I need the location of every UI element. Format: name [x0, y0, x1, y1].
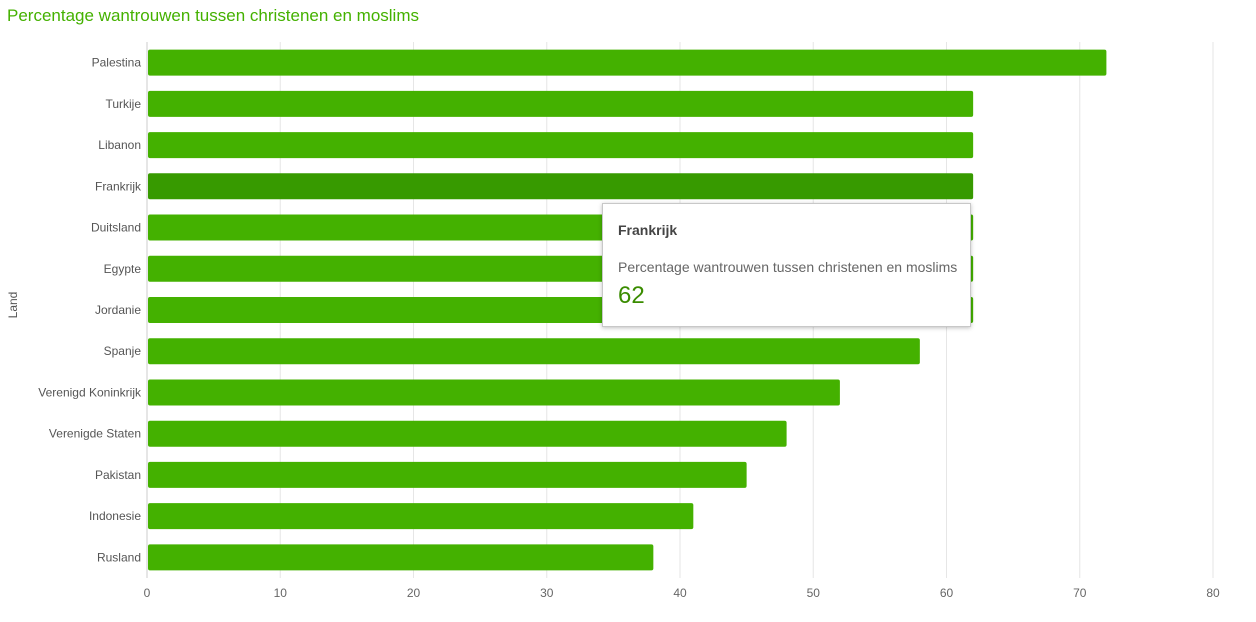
- category-label: Turkije: [105, 97, 141, 111]
- category-label: Verenigd Koninkrijk: [38, 385, 142, 399]
- x-tick-label: 60: [940, 586, 954, 600]
- bar-indonesie[interactable]: [148, 503, 694, 530]
- bar-rusland[interactable]: [148, 544, 654, 571]
- x-tick-labels: 0 10 20 30 40 50 60 70 80: [144, 586, 1220, 600]
- category-label: Rusland: [97, 550, 141, 564]
- x-tick-label: 50: [807, 586, 821, 600]
- category-label: Indonesie: [89, 509, 141, 523]
- tooltip-value: 62: [618, 282, 645, 309]
- category-label: Verenigde Staten: [49, 427, 141, 441]
- category-label: Frankrijk: [95, 179, 142, 193]
- category-labels: Palestina Turkije Libanon Frankrijk Duitslan…: [38, 56, 142, 565]
- category-label: Libanon: [98, 138, 141, 152]
- category-label: Jordanie: [95, 303, 141, 317]
- x-tick-label: 30: [540, 586, 554, 600]
- bar-frankrijk[interactable]: [148, 173, 974, 200]
- bar-verenigde-staten[interactable]: [148, 420, 787, 447]
- bar-palestina[interactable]: [148, 49, 1107, 76]
- bar-libanon[interactable]: [148, 132, 974, 159]
- tooltip: Frankrijk Percentage wantrouwen tussen c…: [602, 203, 971, 327]
- bar-verenigd-koninkrijk[interactable]: [148, 379, 840, 406]
- category-label: Duitsland: [91, 221, 141, 235]
- category-label: Pakistan: [95, 468, 141, 482]
- x-tick-label: 0: [144, 586, 151, 600]
- x-tick-label: 40: [673, 586, 687, 600]
- tooltip-category: Frankrijk: [618, 222, 678, 238]
- tooltip-series-name: Percentage wantrouwen tussen christenen …: [618, 259, 958, 275]
- x-tick-label: 70: [1073, 586, 1087, 600]
- bar-spanje[interactable]: [148, 338, 920, 365]
- bar-turkije[interactable]: [148, 90, 974, 117]
- bar-pakistan[interactable]: [148, 461, 747, 488]
- x-tick-label: 80: [1206, 586, 1220, 600]
- category-label: Palestina: [92, 56, 142, 70]
- bars: [148, 49, 1107, 571]
- x-tick-label: 10: [274, 586, 288, 600]
- category-label: Egypte: [104, 262, 142, 276]
- x-tick-label: 20: [407, 586, 421, 600]
- y-axis-label: Land: [6, 292, 20, 319]
- chart-title: Percentage wantrouwen tussen christenen …: [7, 6, 419, 25]
- category-label: Spanje: [104, 344, 142, 358]
